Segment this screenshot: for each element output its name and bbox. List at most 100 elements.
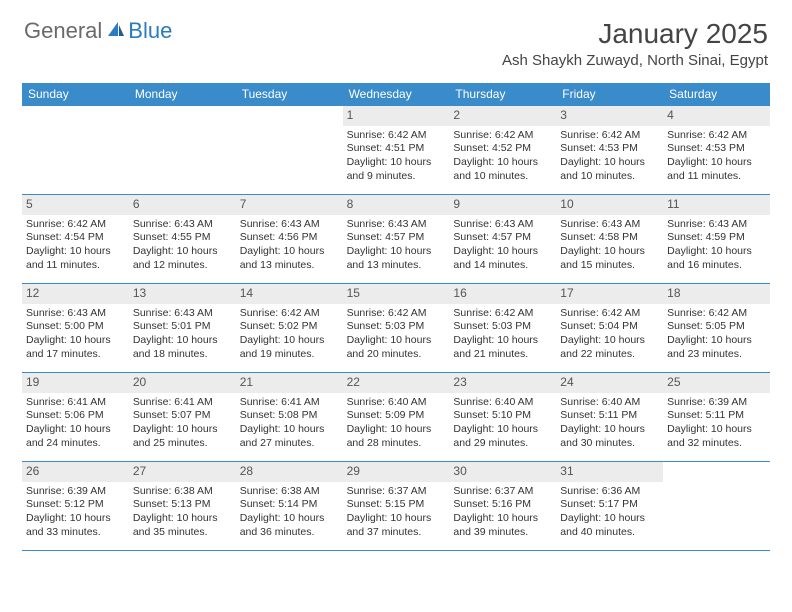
sunset-line: Sunset: 4:51 PM [347, 142, 446, 156]
sunrise-line: Sunrise: 6:40 AM [560, 396, 659, 410]
sunset-line: Sunset: 4:54 PM [26, 231, 125, 245]
logo-sail-icon [106, 20, 126, 43]
sunrise-line: Sunrise: 6:42 AM [667, 307, 766, 321]
daylight-line: Daylight: 10 hours and 21 minutes. [453, 334, 552, 361]
week-row: 19Sunrise: 6:41 AMSunset: 5:06 PMDayligh… [22, 373, 770, 462]
day-cell: 29Sunrise: 6:37 AMSunset: 5:15 PMDayligh… [343, 462, 450, 550]
sunset-line: Sunset: 5:17 PM [560, 498, 659, 512]
day-cell: 31Sunrise: 6:36 AMSunset: 5:17 PMDayligh… [556, 462, 663, 550]
sunset-line: Sunset: 5:15 PM [347, 498, 446, 512]
day-cell: 10Sunrise: 6:43 AMSunset: 4:58 PMDayligh… [556, 195, 663, 283]
day-cell: 3Sunrise: 6:42 AMSunset: 4:53 PMDaylight… [556, 106, 663, 194]
sunset-line: Sunset: 5:07 PM [133, 409, 232, 423]
sunrise-line: Sunrise: 6:42 AM [347, 129, 446, 143]
day-number: 20 [129, 373, 236, 393]
daylight-line: Daylight: 10 hours and 24 minutes. [26, 423, 125, 450]
day-cell [236, 106, 343, 194]
day-number: 9 [449, 195, 556, 215]
sunset-line: Sunset: 5:13 PM [133, 498, 232, 512]
sunrise-line: Sunrise: 6:43 AM [560, 218, 659, 232]
sunset-line: Sunset: 4:55 PM [133, 231, 232, 245]
day-cell: 19 Sunrise: 6:41 AMSunset: 5:06 PMDayligh… [22, 373, 129, 461]
day-cell: 17Sunrise: 6:42 AMSunset: 5:04 PMDayligh… [556, 284, 663, 372]
daylight-line: Daylight: 10 hours and 19 minutes. [240, 334, 339, 361]
daylight-line: Daylight: 10 hours and 27 minutes. [240, 423, 339, 450]
sunset-line: Sunset: 5:03 PM [347, 320, 446, 334]
day-cell: 14Sunrise: 6:42 AMSunset: 5:02 PMDayligh… [236, 284, 343, 372]
day-number: 13 [129, 284, 236, 304]
calendar: SundayMondayTuesdayWednesdayThursdayFrid… [22, 83, 770, 551]
day-number: 10 [556, 195, 663, 215]
weekday-header: Wednesday [343, 83, 450, 105]
sunrise-line: Sunrise: 6:42 AM [240, 307, 339, 321]
day-cell: 20Sunrise: 6:41 AMSunset: 5:07 PMDayligh… [129, 373, 236, 461]
sunrise-line: Sunrise: 6:43 AM [453, 218, 552, 232]
day-number: 7 [236, 195, 343, 215]
location: Ash Shaykh Zuwayd, North Sinai, Egypt [502, 52, 768, 69]
sunrise-line: Sunrise: 6:42 AM [560, 129, 659, 143]
sunrise-line: Sunrise: 6:43 AM [26, 307, 125, 321]
day-cell: 12Sunrise: 6:43 AMSunset: 5:00 PMDayligh… [22, 284, 129, 372]
daylight-line: Daylight: 10 hours and 10 minutes. [560, 156, 659, 183]
weeks-container: 1Sunrise: 6:42 AMSunset: 4:51 PMDaylight… [22, 105, 770, 551]
daylight-line: Daylight: 10 hours and 11 minutes. [667, 156, 766, 183]
weekday-header-row: SundayMondayTuesdayWednesdayThursdayFrid… [22, 83, 770, 105]
day-cell: 7Sunrise: 6:43 AMSunset: 4:56 PMDaylight… [236, 195, 343, 283]
daylight-line: Daylight: 10 hours and 17 minutes. [26, 334, 125, 361]
sunrise-line: Sunrise: 6:38 AM [240, 485, 339, 499]
day-cell [129, 106, 236, 194]
day-number: 1 [343, 106, 450, 126]
sunrise-line: Sunrise: 6:36 AM [560, 485, 659, 499]
sunrise-line: Sunrise: 6:42 AM [453, 129, 552, 143]
sunset-line: Sunset: 4:56 PM [240, 231, 339, 245]
daylight-line: Daylight: 10 hours and 29 minutes. [453, 423, 552, 450]
sunset-line: Sunset: 4:53 PM [560, 142, 659, 156]
daylight-line: Daylight: 10 hours and 37 minutes. [347, 512, 446, 539]
sunset-line: Sunset: 5:02 PM [240, 320, 339, 334]
weekday-header: Sunday [22, 83, 129, 105]
title-block: January 2025 Ash Shaykh Zuwayd, North Si… [502, 18, 768, 69]
daylight-line: Daylight: 10 hours and 12 minutes. [133, 245, 232, 272]
day-number: 19 [22, 373, 129, 393]
day-cell: 23Sunrise: 6:40 AMSunset: 5:10 PMDayligh… [449, 373, 556, 461]
sunrise-line: Sunrise: 6:40 AM [347, 396, 446, 410]
daylight-line: Daylight: 10 hours and 23 minutes. [667, 334, 766, 361]
weekday-header: Monday [129, 83, 236, 105]
day-number: 25 [663, 373, 770, 393]
sunset-line: Sunset: 5:14 PM [240, 498, 339, 512]
day-number: 27 [129, 462, 236, 482]
sunrise-line: Sunrise: 6:37 AM [453, 485, 552, 499]
sunrise-line: Sunrise: 6:42 AM [347, 307, 446, 321]
daylight-line: Daylight: 10 hours and 16 minutes. [667, 245, 766, 272]
day-cell: 24Sunrise: 6:40 AMSunset: 5:11 PMDayligh… [556, 373, 663, 461]
day-cell: 22Sunrise: 6:40 AMSunset: 5:09 PMDayligh… [343, 373, 450, 461]
sunset-line: Sunset: 4:52 PM [453, 142, 552, 156]
sunset-line: Sunset: 4:57 PM [347, 231, 446, 245]
day-number: 4 [663, 106, 770, 126]
day-cell: 11Sunrise: 6:43 AMSunset: 4:59 PMDayligh… [663, 195, 770, 283]
day-number: 22 [343, 373, 450, 393]
logo-text-general: General [24, 18, 102, 44]
sunrise-line: Sunrise: 6:38 AM [133, 485, 232, 499]
sunrise-line: Sunrise: 6:39 AM [26, 485, 125, 499]
day-number: 11 [663, 195, 770, 215]
day-number: 17 [556, 284, 663, 304]
sunrise-line: Sunrise: 6:43 AM [133, 307, 232, 321]
sunrise-line: Sunrise: 6:41 AM [26, 396, 125, 410]
sunset-line: Sunset: 5:16 PM [453, 498, 552, 512]
sunset-line: Sunset: 5:11 PM [667, 409, 766, 423]
weekday-header: Thursday [449, 83, 556, 105]
day-cell: 8Sunrise: 6:43 AMSunset: 4:57 PMDaylight… [343, 195, 450, 283]
sunset-line: Sunset: 5:10 PM [453, 409, 552, 423]
sunrise-line: Sunrise: 6:41 AM [240, 396, 339, 410]
sunset-line: Sunset: 4:53 PM [667, 142, 766, 156]
sunrise-line: Sunrise: 6:42 AM [453, 307, 552, 321]
sunset-line: Sunset: 5:11 PM [560, 409, 659, 423]
sunset-line: Sunset: 4:59 PM [667, 231, 766, 245]
sunset-line: Sunset: 5:06 PM [26, 409, 125, 423]
header: General Blue January 2025 Ash Shaykh Zuw… [0, 0, 792, 75]
logo-text-blue: Blue [128, 18, 172, 44]
daylight-line: Daylight: 10 hours and 22 minutes. [560, 334, 659, 361]
sunrise-line: Sunrise: 6:43 AM [240, 218, 339, 232]
sunset-line: Sunset: 5:09 PM [347, 409, 446, 423]
